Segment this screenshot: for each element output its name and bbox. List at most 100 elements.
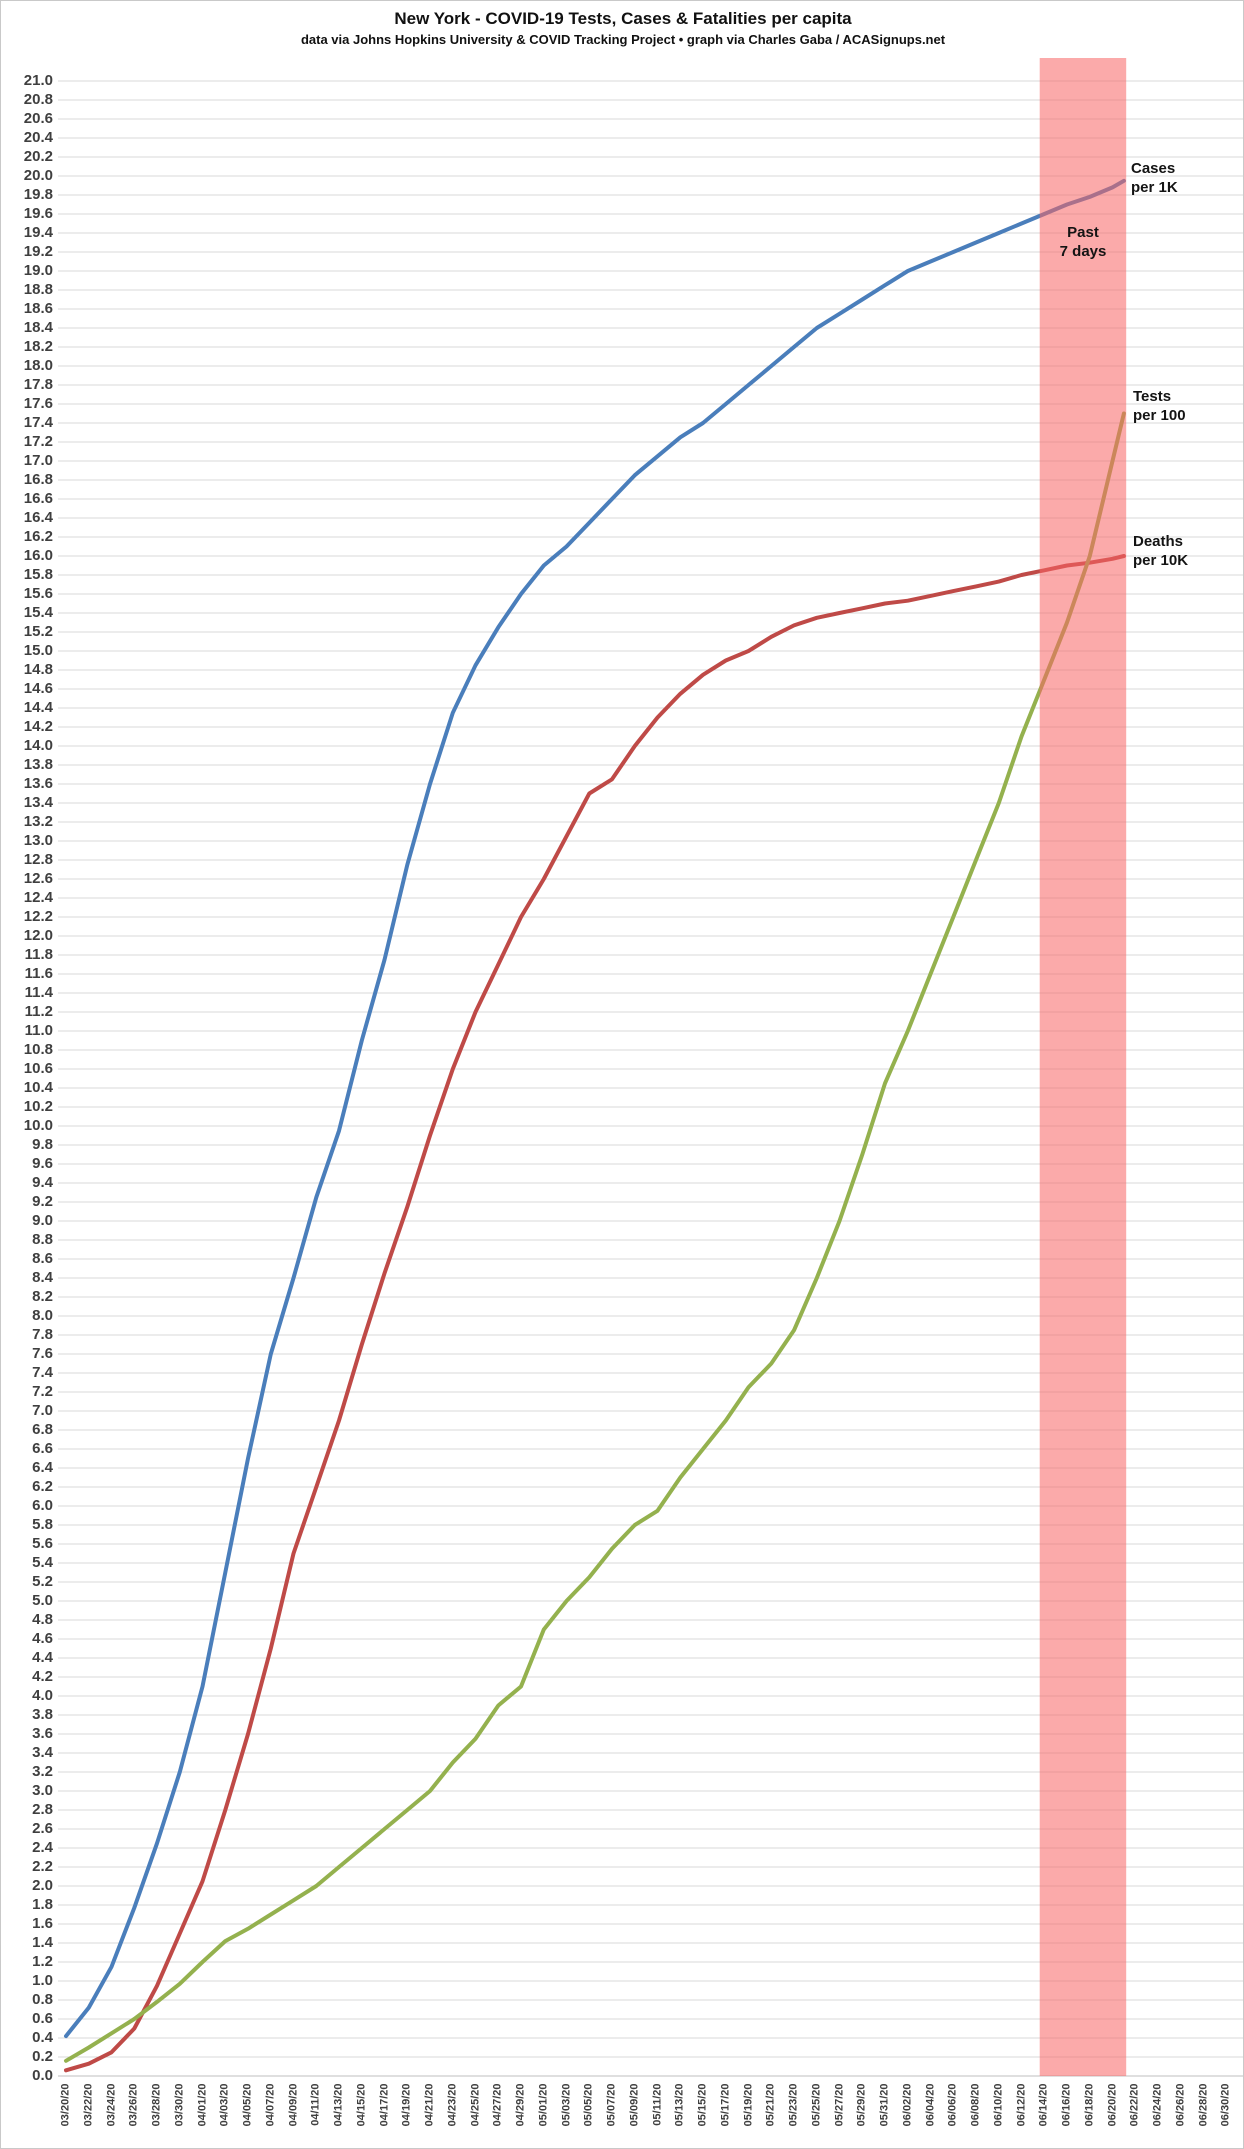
x-tick-label: 05/15/20 <box>696 2083 709 2127</box>
y-tick-label: 11.2 <box>24 1003 53 1020</box>
y-tick-label: 9.4 <box>32 1174 53 1191</box>
y-tick-label: 0.4 <box>32 2029 53 2046</box>
x-tick-label: 03/28/20 <box>150 2083 163 2127</box>
y-tick-label: 20.4 <box>23 129 53 146</box>
y-tick-label: 0.8 <box>32 1991 53 2008</box>
x-tick-label: 05/23/20 <box>787 2083 800 2127</box>
y-tick-label: 2.0 <box>32 1877 53 1894</box>
y-tick-label: 15.0 <box>23 642 53 659</box>
y-tick-label: 10.0 <box>23 1117 53 1134</box>
cases-label-line2: per 1K <box>1131 179 1178 196</box>
series-line-deaths-per-10k <box>64 554 1126 2073</box>
x-tick-label: 06/16/20 <box>1060 2083 1073 2127</box>
y-tick-label: 1.8 <box>32 1896 53 1913</box>
y-tick-label: 9.6 <box>32 1155 53 1172</box>
x-tick-label: 03/26/20 <box>127 2083 140 2127</box>
y-tick-label: 5.8 <box>32 1516 53 1533</box>
x-tick-label: 04/15/20 <box>355 2083 368 2127</box>
y-tick-label: 13.4 <box>23 794 53 811</box>
deaths-label-line1: Deaths <box>1133 533 1184 550</box>
y-tick-label: 11.6 <box>24 965 53 982</box>
x-tick-label: 06/14/20 <box>1037 2083 1050 2127</box>
x-tick-label: 05/13/20 <box>673 2083 686 2127</box>
x-tick-label: 06/12/20 <box>1015 2083 1027 2127</box>
y-tick-label: 1.6 <box>32 1915 53 1932</box>
y-tick-label: 9.0 <box>32 1212 53 1229</box>
x-tick-label: 06/20/20 <box>1106 2083 1118 2127</box>
y-tick-label: 8.4 <box>32 1269 53 1286</box>
y-tick-label: 17.0 <box>23 452 53 469</box>
y-tick-label: 18.8 <box>23 281 53 298</box>
y-tick-label: 5.0 <box>32 1592 53 1609</box>
series-lines <box>64 178 1126 2073</box>
y-tick-label: 19.6 <box>23 205 53 222</box>
y-tick-label: 15.6 <box>23 585 53 602</box>
past-7-days-annotation: Past 7 days <box>1039 223 1127 261</box>
x-tick-label: 05/01/20 <box>537 2083 550 2127</box>
y-tick-label: 18.4 <box>23 319 53 336</box>
y-tick-label: 11.8 <box>24 946 53 963</box>
y-tick-label: 7.8 <box>32 1326 53 1343</box>
y-tick-label: 0.6 <box>32 2010 53 2027</box>
y-tick-label: 8.8 <box>32 1231 53 1248</box>
x-tick-label: 05/03/20 <box>560 2083 572 2127</box>
x-tick-label: 04/17/20 <box>378 2083 390 2127</box>
x-tick-label: 04/03/20 <box>218 2083 231 2127</box>
y-tick-label: 5.6 <box>32 1535 53 1552</box>
y-tick-label: 7.4 <box>32 1364 53 1381</box>
y-tick-label: 12.8 <box>23 851 53 868</box>
x-tick-label: 05/25/20 <box>810 2083 823 2127</box>
y-tick-label: 9.2 <box>32 1193 53 1210</box>
y-tick-label: 4.8 <box>32 1611 53 1628</box>
y-tick-label: 12.6 <box>23 870 53 887</box>
x-tick-label: 06/02/20 <box>901 2083 914 2127</box>
y-tick-label: 14.2 <box>23 718 53 735</box>
series-line-tests-per-100 <box>64 411 1126 2063</box>
x-tick-label: 04/01/20 <box>196 2083 208 2127</box>
x-tick-label: 04/11/20 <box>309 2083 322 2126</box>
y-tick-label: 3.8 <box>32 1706 53 1723</box>
y-tick-label: 14.8 <box>23 661 53 678</box>
y-tick-label: 16.4 <box>23 509 53 526</box>
y-tick-label: 16.0 <box>23 547 53 564</box>
y-tick-label: 4.6 <box>32 1630 53 1647</box>
y-tick-label: 16.6 <box>23 490 53 507</box>
y-tick-label: 8.0 <box>32 1307 53 1324</box>
y-tick-label: 17.6 <box>23 395 53 412</box>
y-tick-label: 5.4 <box>32 1554 53 1571</box>
cases-label-line1: Cases <box>1131 160 1176 177</box>
x-tick-label: 05/29/20 <box>855 2083 868 2127</box>
x-tick-label: 06/04/20 <box>924 2083 936 2127</box>
tests-series-label: Tests per 100 <box>1133 387 1186 425</box>
y-tick-label: 14.4 <box>23 699 53 716</box>
x-tick-label: 04/23/20 <box>446 2083 459 2127</box>
y-tick-label: 15.8 <box>23 566 53 583</box>
cases-series-label: Cases per 1K <box>1131 159 1178 197</box>
x-tick-label: 04/27/20 <box>491 2083 504 2127</box>
y-tick-label: 2.8 <box>32 1801 53 1818</box>
x-tick-label: 06/30/20 <box>1219 2083 1232 2127</box>
y-tick-label: 15.4 <box>23 604 53 621</box>
y-tick-label: 19.2 <box>23 243 53 260</box>
y-tick-label: 3.2 <box>32 1763 53 1780</box>
x-tick-label: 06/18/20 <box>1083 2083 1096 2127</box>
y-tick-label: 10.4 <box>23 1079 53 1096</box>
y-tick-label: 1.4 <box>32 1934 53 1951</box>
x-tick-label: 04/09/20 <box>287 2083 299 2127</box>
x-tick-label: 05/31/20 <box>878 2083 891 2127</box>
x-tick-label: 06/26/20 <box>1174 2083 1187 2127</box>
x-tick-label: 06/08/20 <box>969 2083 982 2127</box>
x-tick-label: 06/22/20 <box>1128 2083 1141 2127</box>
y-tick-label: 15.2 <box>23 623 53 640</box>
y-tick-label: 14.6 <box>23 680 53 697</box>
x-tick-label: 03/22/20 <box>82 2083 95 2127</box>
y-tick-label: 18.6 <box>23 300 53 317</box>
y-tick-label: 17.8 <box>23 376 53 393</box>
y-tick-label: 3.4 <box>32 1744 53 1761</box>
y-tick-label: 8.6 <box>32 1250 53 1267</box>
y-tick-label: 2.4 <box>32 1839 53 1856</box>
y-tick-label: 14.0 <box>23 737 53 754</box>
y-tick-label: 18.2 <box>23 338 53 355</box>
